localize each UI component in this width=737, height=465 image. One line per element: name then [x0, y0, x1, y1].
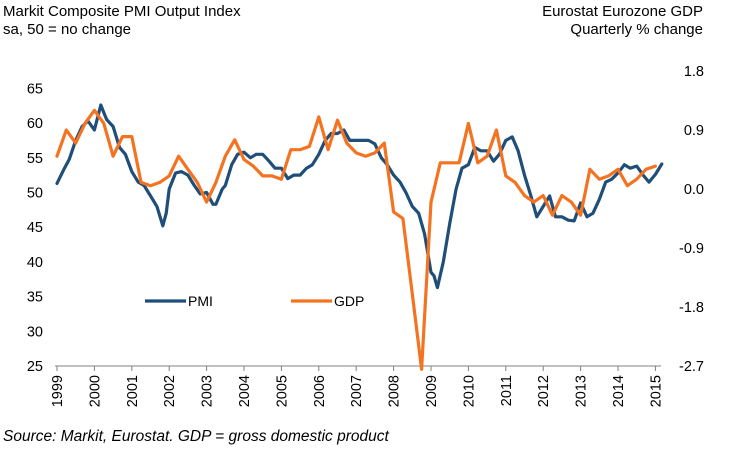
x-tick-label: 2010	[461, 375, 477, 407]
x-tick-label: 2015	[648, 375, 664, 407]
x-tick-label: 2009	[424, 375, 440, 407]
y-left-tick-label: 60	[27, 116, 43, 132]
y-left-tick-label: 65	[27, 81, 43, 97]
right-axis-title-sub: Quarterly % change	[570, 21, 703, 38]
x-tick-label: 2013	[574, 375, 590, 407]
series-lines	[55, 103, 664, 371]
legend: PMI GDP	[145, 293, 364, 309]
y-right-tick-label: 1.8	[684, 64, 704, 80]
y-left-tick-label: 35	[27, 290, 43, 306]
right-axis-title: Eurostat Eurozone GDP Quarterly % change	[542, 3, 703, 39]
y-right-tick-label: -1.8	[679, 300, 704, 316]
y-right-tick-label: 0.9	[684, 123, 704, 139]
left-axis-title-sub: sa, 50 = no change	[3, 21, 132, 38]
x-tick-label: 2002	[162, 375, 178, 407]
y-left-tick-label: 30	[27, 324, 43, 340]
x-tick-label: 1999	[50, 375, 66, 407]
x-tick-label: 2001	[125, 375, 141, 407]
x-tick-label: 2012	[536, 375, 552, 407]
y-left-tick-label: 25	[27, 359, 43, 375]
y-left-tick-label: 55	[27, 151, 43, 167]
y-left-tick-label: 40	[27, 255, 43, 271]
legend-label-pmi: PMI	[188, 293, 213, 309]
y-left-tick-label: 50	[27, 185, 43, 201]
legend-label-gdp: GDP	[334, 293, 364, 309]
y-left-tick-label: 45	[27, 220, 43, 236]
x-tick-label: 2008	[387, 375, 403, 407]
x-tick-label: 2007	[349, 375, 365, 407]
x-tick-label: 2000	[87, 375, 103, 407]
y-right-tick-label: -0.9	[679, 241, 704, 257]
series-line-gdp	[55, 108, 658, 371]
left-axis-title-main: Markit Composite PMI Output Index	[3, 3, 241, 20]
x-tick-label: 2003	[200, 375, 216, 407]
x-tick-label: 2011	[499, 375, 515, 406]
y-right-tick-label: 0.0	[684, 182, 704, 198]
right-axis-title-main: Eurostat Eurozone GDP	[542, 3, 703, 20]
axes: 25 30 35 40 45 50 55 60 65 -2.7 -1.8 -0.9 0.0 0.9 1.8 1…	[27, 64, 704, 407]
x-tick-label: 2006	[312, 375, 328, 407]
x-tick-label: 2014	[611, 375, 627, 407]
source-note: Source: Markit, Eurostat. GDP = gross do…	[3, 428, 389, 445]
y-right-tick-label: -2.7	[679, 359, 704, 375]
left-axis-title: Markit Composite PMI Output Index sa, 50…	[3, 3, 241, 39]
x-tick-label: 2004	[237, 375, 253, 407]
x-tick-label: 2005	[274, 375, 290, 407]
series-line-pmi	[55, 103, 664, 290]
